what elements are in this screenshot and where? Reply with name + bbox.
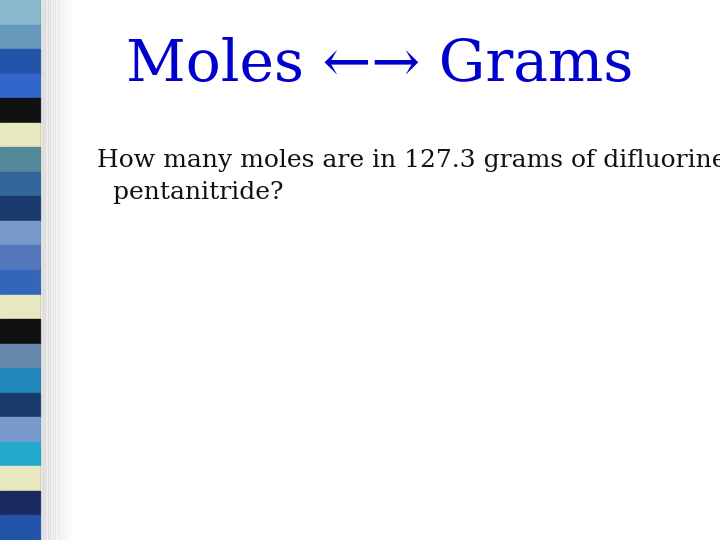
Bar (0, 368, 40, 393)
Bar (45, 0, 48, 540)
Bar (0, 294, 40, 319)
Bar (0, 467, 40, 491)
Bar (0, 270, 40, 294)
Bar (50, 0, 53, 540)
Bar (65, 0, 68, 540)
Bar (0, 491, 40, 516)
Bar (0, 147, 40, 172)
Bar (0, 0, 40, 24)
Bar (0, 343, 40, 368)
Bar (60, 0, 63, 540)
Bar (63, 0, 65, 540)
Bar (0, 49, 40, 73)
Text: Moles ←→ Grams: Moles ←→ Grams (126, 37, 634, 93)
Bar (0, 442, 40, 467)
Bar (0, 319, 40, 343)
Bar (68, 0, 70, 540)
Text: How many moles are in 127.3 grams of difluorine
  pentanitride?: How many moles are in 127.3 grams of dif… (97, 148, 720, 204)
Bar (0, 24, 40, 49)
Bar (0, 417, 40, 442)
Bar (0, 393, 40, 417)
Bar (58, 0, 60, 540)
Bar (0, 516, 40, 540)
Bar (0, 73, 40, 98)
Bar (42, 0, 45, 540)
Bar (53, 0, 55, 540)
Bar (0, 172, 40, 197)
Bar (0, 246, 40, 270)
Bar (0, 221, 40, 246)
Bar (40, 0, 42, 540)
Bar (0, 123, 40, 147)
Bar (48, 0, 50, 540)
Bar (0, 197, 40, 221)
Bar (55, 0, 58, 540)
Bar (0, 98, 40, 123)
